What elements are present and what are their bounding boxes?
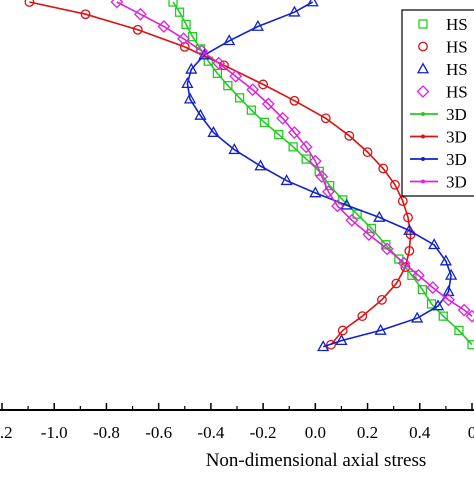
legend-label: HS bbox=[446, 15, 468, 34]
legend-label: HS bbox=[446, 38, 468, 57]
legend-line-dot bbox=[421, 135, 425, 139]
legend-layer: HS HS HS HS 3D 3D 3D 3D bbox=[402, 10, 474, 196]
series-line-2 bbox=[29, 2, 410, 345]
legend-label: 3D bbox=[446, 173, 467, 192]
x-tick-label: -0.2 bbox=[250, 423, 277, 442]
legend-label: HS bbox=[446, 83, 468, 102]
axis-layer: 1.2 -1.0 -0.8 -0.6 -0.4 -0.2 0.0 0.2 0.4 0 bbox=[0, 403, 474, 442]
legend-label: 3D bbox=[446, 150, 467, 169]
x-tick-label: 0.2 bbox=[357, 423, 378, 442]
legend-line-dot bbox=[421, 112, 425, 116]
data-point-series-4 bbox=[111, 0, 122, 8]
legend-line-dot bbox=[421, 157, 425, 161]
x-tick-label: -0.8 bbox=[93, 423, 120, 442]
legend-label: 3D bbox=[446, 128, 467, 147]
x-tick-label: -1.0 bbox=[41, 423, 68, 442]
legend-label: HS bbox=[446, 60, 468, 79]
x-axis-title: Non-dimensional axial stress bbox=[206, 450, 427, 471]
x-tick-label: -0.4 bbox=[197, 423, 224, 442]
x-tick-label: -0.6 bbox=[145, 423, 172, 442]
x-tick-label: 0.0 bbox=[305, 423, 326, 442]
x-tick-label: 0 bbox=[468, 423, 474, 442]
legend-line-dot bbox=[421, 180, 425, 184]
x-tick-label: 0.4 bbox=[409, 423, 431, 442]
x-tick-label: 1.2 bbox=[0, 423, 13, 442]
legend-label: 3D bbox=[446, 105, 467, 124]
